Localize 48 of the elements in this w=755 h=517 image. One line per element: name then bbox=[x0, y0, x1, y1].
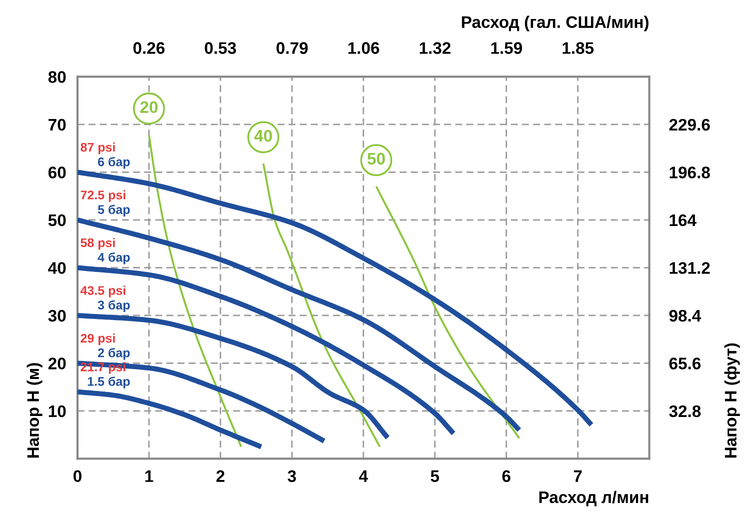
y-tick-label: 60 bbox=[48, 166, 66, 178]
x2-tick-label: 1.06 bbox=[348, 42, 380, 54]
x-tick-label: 2 bbox=[216, 470, 224, 482]
x2-tick-label: 0.26 bbox=[133, 42, 165, 54]
x-tick-label: 6 bbox=[502, 470, 510, 482]
annotation: 72.5 psi bbox=[80, 190, 126, 202]
x-tick-label: 4 bbox=[359, 470, 368, 482]
series-label: 50 bbox=[368, 152, 385, 165]
y-axis-title: Напор H (м) bbox=[26, 363, 42, 458]
series-label: 40 bbox=[254, 130, 272, 142]
annotation: 87 psi bbox=[80, 142, 115, 154]
y-tick-label: 10 bbox=[48, 405, 66, 418]
y-tick-label: 20 bbox=[48, 358, 66, 370]
y2-tick-label: 196.8 bbox=[670, 166, 710, 178]
y2-tick-label: 229.6 bbox=[669, 118, 710, 131]
series-label: 20 bbox=[140, 101, 158, 114]
x-tick-label: 0 bbox=[74, 470, 82, 482]
y-tick-label: 70 bbox=[48, 118, 66, 131]
y2-tick-label: 131.2 bbox=[670, 262, 710, 274]
x-tick-label: 3 bbox=[288, 470, 296, 482]
y-tick-label: 50 bbox=[48, 214, 66, 226]
x2-tick-label: 0.79 bbox=[276, 42, 308, 54]
series-label: 6 бар bbox=[98, 156, 130, 169]
y2-axis-title: Напор H (фут) bbox=[724, 343, 740, 458]
y2-tick-label: 164 bbox=[670, 214, 696, 226]
x-tick-label: 5 bbox=[430, 470, 440, 482]
series-label: 3 бар bbox=[98, 300, 130, 312]
y-tick-label: 40 bbox=[48, 262, 66, 274]
x2-axis-title: Расход (гал. США/мин) bbox=[462, 16, 648, 32]
x-tick-label: 7 bbox=[574, 470, 582, 482]
y2-tick-label: 65.6 bbox=[669, 358, 701, 370]
annotation: 29 psi bbox=[80, 333, 115, 346]
annotation: 43.5 psi bbox=[80, 286, 126, 298]
series-label: 1.5 бар bbox=[88, 376, 130, 388]
y2-tick-label: 98.4 bbox=[669, 310, 702, 322]
series-label: 5 бар bbox=[98, 204, 130, 216]
x2-tick-label: 1.85 bbox=[562, 42, 594, 54]
x-axis-title: Расход л/мин bbox=[539, 490, 648, 506]
annotation: 58 psi bbox=[80, 238, 115, 250]
y2-tick-label: 32.8 bbox=[669, 405, 701, 418]
x-tick-label: 1 bbox=[145, 470, 154, 482]
x2-tick-label: 0.53 bbox=[204, 42, 236, 54]
series-label: 2 бар bbox=[98, 348, 130, 360]
y-tick-label: 80 bbox=[48, 71, 66, 83]
x2-tick-label: 1.59 bbox=[491, 42, 522, 54]
series-label: 4 бар bbox=[98, 252, 130, 264]
x2-tick-label: 1.32 bbox=[420, 42, 451, 54]
y-tick-label: 30 bbox=[48, 310, 66, 322]
